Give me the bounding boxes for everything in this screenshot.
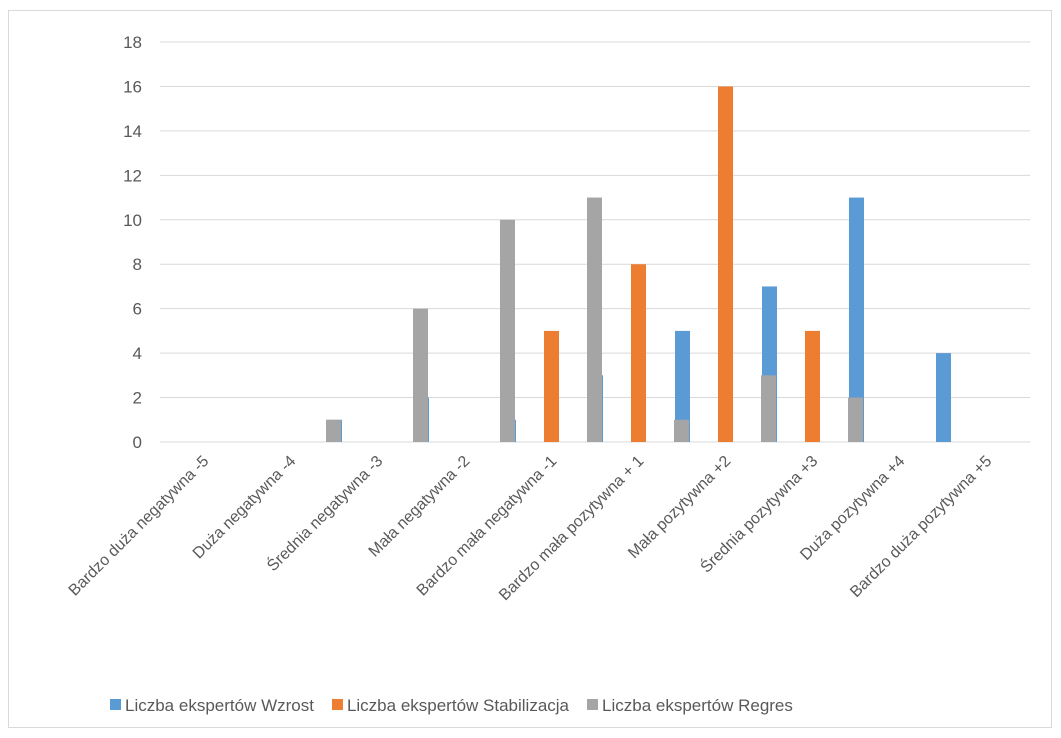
y-tick-label: 12 bbox=[123, 166, 142, 185]
bar bbox=[848, 397, 863, 442]
chart-area bbox=[8, 10, 1052, 728]
bar bbox=[936, 353, 951, 442]
x-category-label: Bardzo duża negatywna -5 bbox=[66, 453, 213, 600]
y-tick-label: 16 bbox=[123, 77, 142, 96]
y-tick-label: 6 bbox=[133, 300, 142, 319]
legend-swatch bbox=[331, 699, 343, 710]
bar bbox=[326, 419, 341, 442]
legend-label: Liczba ekspertów Stabilizacja bbox=[347, 696, 570, 715]
y-tick-label: 14 bbox=[123, 122, 142, 141]
gridlines bbox=[160, 41, 1030, 443]
legend-swatch bbox=[110, 699, 121, 710]
bar bbox=[849, 197, 864, 442]
y-tick-label: 0 bbox=[133, 433, 142, 452]
bar bbox=[805, 330, 820, 442]
legend: Liczba ekspertów Wzrost Liczba ekspertów … bbox=[110, 696, 793, 715]
x-category-label: Bardzo mała negatywna -1 bbox=[414, 453, 561, 600]
y-tick-label: 2 bbox=[133, 389, 142, 408]
bar bbox=[587, 197, 602, 442]
legend-swatch bbox=[587, 699, 599, 710]
bar bbox=[500, 219, 515, 442]
bar bbox=[544, 330, 559, 442]
legend-label: Liczba ekspertów Regres bbox=[602, 696, 793, 715]
bars bbox=[326, 86, 951, 442]
y-tick-label: 18 bbox=[123, 33, 142, 52]
y-tick-label: 10 bbox=[123, 211, 142, 230]
bar bbox=[631, 264, 646, 442]
x-category-label: Bardzo duża pozytywna +5 bbox=[847, 453, 995, 601]
y-tick-label: 8 bbox=[133, 255, 142, 274]
y-tick-label: 4 bbox=[133, 344, 142, 363]
bar bbox=[674, 419, 689, 442]
bar bbox=[761, 375, 776, 442]
x-category-label: Bardzo mała pozytywna + 1 bbox=[496, 453, 647, 604]
legend-label: Liczba ekspertów Wzrost bbox=[125, 696, 314, 715]
bar bbox=[718, 86, 733, 442]
bar bbox=[675, 330, 690, 442]
y-axis-ticks: 0 2 4 6 8 10 12 14 16 18 bbox=[123, 33, 142, 452]
bar bbox=[413, 308, 428, 442]
